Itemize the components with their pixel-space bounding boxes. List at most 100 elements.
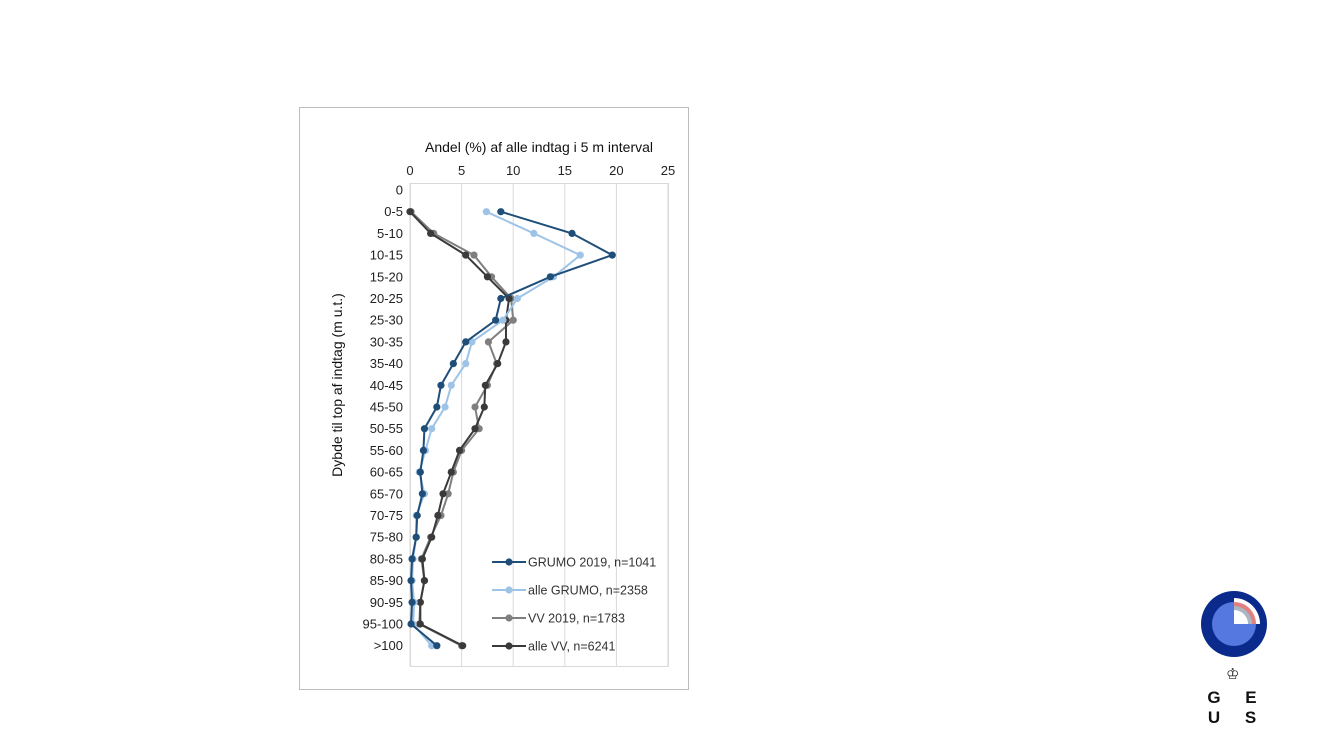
- y-tick-label: 75-80: [370, 530, 403, 545]
- data-point: [455, 446, 464, 454]
- data-point: [418, 555, 426, 563]
- legend-marker: [505, 614, 513, 622]
- data-point: [413, 511, 421, 520]
- y-tick-label: 15-20: [370, 269, 403, 284]
- y-tick-label: 85-90: [370, 573, 403, 588]
- data-point: [497, 208, 505, 216]
- y-tick-label: 95-100: [363, 617, 403, 632]
- series-4: [406, 208, 513, 650]
- data-point: [468, 338, 476, 346]
- y-tick-label: 0-5: [384, 204, 403, 219]
- legend-marker: [505, 586, 513, 594]
- y-tick-label: 20-25: [370, 291, 403, 306]
- data-point: [416, 620, 424, 628]
- y-tick-label: 25-30: [370, 313, 403, 328]
- data-point: [482, 208, 490, 216]
- data-point: [462, 360, 470, 368]
- data-point: [480, 403, 488, 411]
- data-point: [499, 316, 507, 324]
- y-tick-label: 60-65: [370, 465, 403, 480]
- data-point: [459, 642, 467, 650]
- data-point: [481, 381, 489, 389]
- data-point: [492, 316, 500, 324]
- data-point: [433, 642, 441, 650]
- data-point: [434, 511, 442, 520]
- x-tick-label: 20: [609, 163, 623, 178]
- data-point: [530, 229, 538, 237]
- series-1: [407, 208, 616, 650]
- data-point: [412, 533, 420, 541]
- chart-frame: [299, 107, 689, 690]
- data-point: [447, 468, 455, 476]
- data-point: [484, 338, 493, 346]
- data-point: [444, 490, 452, 498]
- data-point: [497, 294, 505, 303]
- data-point: [608, 251, 616, 259]
- x-tick-label: 15: [558, 163, 572, 178]
- data-point: [568, 229, 576, 237]
- geus-logo: [1201, 591, 1267, 657]
- legend: GRUMO 2019, n=1041 alle GRUMO, n=2358 VV 2…: [492, 556, 656, 654]
- y-tick-label: 40-45: [370, 378, 403, 393]
- y-tick-label: 90-95: [370, 595, 403, 610]
- data-point: [494, 360, 502, 368]
- data-point: [449, 360, 457, 368]
- legend-entry: alle GRUMO, n=2358: [528, 584, 648, 598]
- data-point: [420, 425, 429, 433]
- data-point: [462, 251, 470, 259]
- y-tick-label: >100: [374, 638, 403, 653]
- y-tick-label: 45-50: [370, 400, 403, 415]
- series-lines: [406, 208, 616, 650]
- data-point: [502, 338, 510, 346]
- data-point: [406, 208, 414, 216]
- data-point: [428, 533, 436, 541]
- data-point: [437, 381, 445, 389]
- data-point: [419, 446, 428, 454]
- crown-icon: ♔: [1226, 666, 1240, 683]
- y-axis-title: Dybde til top af indtag (m u.t.): [329, 293, 345, 477]
- y-tick-label: 10-15: [370, 248, 403, 263]
- y-tick-label: 0: [396, 183, 403, 198]
- y-tick-label: 35-40: [370, 356, 403, 371]
- legend-marker: [505, 558, 513, 566]
- y-tick-label: 50-55: [370, 421, 403, 436]
- data-point: [441, 403, 449, 411]
- x-axis-title: Andel (%) af alle indtag i 5 m interval: [425, 139, 653, 155]
- data-point: [546, 273, 554, 281]
- data-point: [418, 490, 426, 498]
- y-tick-label: 65-70: [370, 486, 403, 501]
- legend-entry: alle VV, n=6241: [528, 640, 616, 654]
- y-tick-label: 55-60: [370, 443, 403, 458]
- data-point: [408, 555, 416, 563]
- logo-text: G E U S: [1207, 688, 1267, 727]
- data-point: [509, 316, 517, 324]
- plot-area: [410, 183, 669, 667]
- data-point: [471, 425, 479, 433]
- legend-marker: [505, 642, 513, 650]
- data-point: [462, 338, 470, 346]
- data-point: [428, 425, 436, 433]
- data-point: [420, 577, 429, 585]
- y-tick-label: 70-75: [370, 508, 403, 523]
- data-point: [513, 294, 521, 303]
- data-point: [470, 251, 478, 259]
- x-tick-label: 25: [661, 163, 675, 178]
- data-point: [408, 598, 416, 606]
- data-point: [576, 251, 584, 259]
- y-tick-label: 30-35: [370, 334, 403, 349]
- y-tick-labels: 0 0-5 5-10 10-15 15-20 20-25 25-30 30-35 35-40 40…: [363, 183, 403, 654]
- data-point: [407, 577, 415, 585]
- data-point: [471, 403, 479, 411]
- data-point: [407, 620, 415, 628]
- x-tick-label: 0: [406, 163, 413, 178]
- data-point: [416, 598, 424, 606]
- y-tick-label: 80-85: [370, 551, 403, 566]
- data-point: [433, 403, 441, 411]
- data-point: [427, 229, 435, 237]
- data-point: [439, 490, 447, 498]
- x-tick-label: 5: [458, 163, 465, 178]
- data-point: [447, 381, 455, 389]
- x-tick-label: 10: [506, 163, 520, 178]
- data-point: [483, 273, 491, 281]
